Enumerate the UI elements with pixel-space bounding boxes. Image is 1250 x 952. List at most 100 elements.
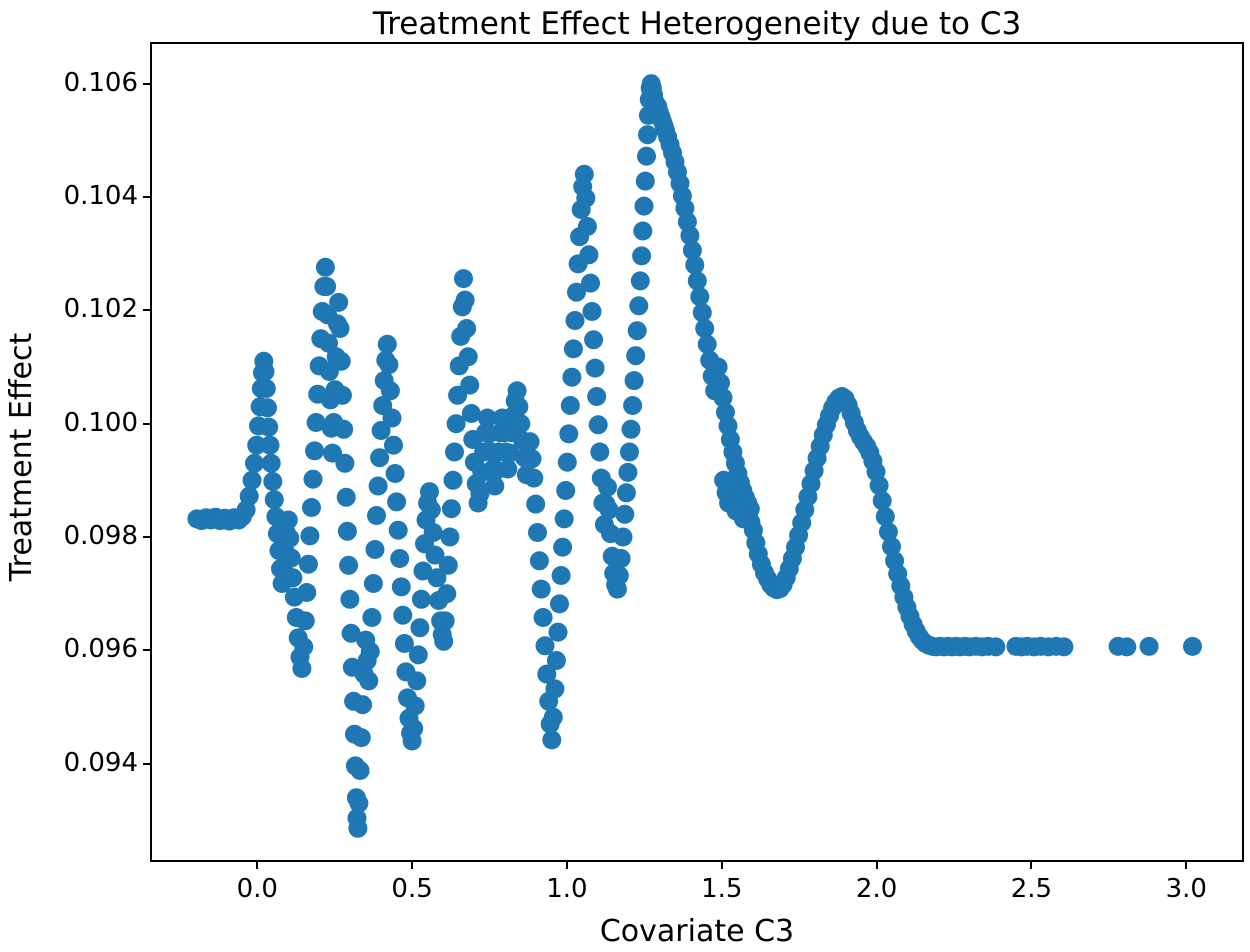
scatter-point xyxy=(388,520,408,540)
scatter-point xyxy=(687,271,707,291)
scatter-point xyxy=(682,240,702,260)
scatter-point xyxy=(882,537,901,557)
scatter-point xyxy=(460,375,480,395)
scatter-point xyxy=(292,659,312,678)
scatter-point xyxy=(362,608,382,627)
x-tick-mark xyxy=(875,860,878,869)
y-tick-mark xyxy=(143,82,152,85)
scatter-point xyxy=(708,357,728,377)
scatter-point xyxy=(281,548,301,568)
y-tick-label: 0.102 xyxy=(63,294,138,325)
scatter-point xyxy=(440,527,460,547)
scatter-point xyxy=(520,432,540,452)
y-tick-mark xyxy=(143,649,152,652)
scatter-point xyxy=(511,414,531,434)
scatter-point xyxy=(379,355,399,375)
scatter-point xyxy=(878,522,898,542)
scatter-point xyxy=(522,449,542,469)
scatter-point xyxy=(626,346,646,366)
scatter-point xyxy=(584,330,604,350)
scatter-point xyxy=(385,464,405,483)
scatter-point xyxy=(528,523,547,542)
x-tick-label: 0.5 xyxy=(391,874,433,904)
scatter-point xyxy=(330,319,350,338)
scatter-point xyxy=(582,302,602,321)
scatter-point xyxy=(535,636,555,656)
scatter-point xyxy=(360,642,380,661)
scatter-point xyxy=(256,379,276,398)
scatter-point xyxy=(565,311,585,330)
scatter-point xyxy=(618,462,638,482)
scatter-point xyxy=(872,491,892,511)
scatter-point xyxy=(567,282,586,302)
y-tick-mark xyxy=(143,309,152,312)
scatter-point xyxy=(446,414,466,434)
scatter-point xyxy=(420,482,439,502)
scatter-point xyxy=(629,296,649,316)
chart-title: Treatment Effect Heterogeneity due to C3 xyxy=(372,6,1022,42)
scatter-point xyxy=(630,271,650,291)
scatter-point xyxy=(461,404,481,423)
scatter-point xyxy=(557,452,577,472)
scatter-point xyxy=(365,540,385,559)
scatter-point xyxy=(621,419,641,439)
scatter-point xyxy=(554,509,574,529)
x-tick-label: 0.0 xyxy=(236,874,278,904)
y-tick-mark xyxy=(143,762,152,765)
x-tick-mark xyxy=(720,860,723,869)
scatter-point xyxy=(680,226,700,245)
scatter-point xyxy=(585,358,605,378)
plot-area xyxy=(150,42,1244,862)
scatter-point xyxy=(335,453,355,473)
scatter-point xyxy=(239,486,259,506)
scatter-point xyxy=(500,443,520,463)
scatter-point xyxy=(533,608,553,627)
scatter-point xyxy=(393,605,413,625)
scatter-point xyxy=(353,695,373,715)
scatter-point xyxy=(351,728,371,748)
scatter-point xyxy=(615,504,635,524)
scatter-point xyxy=(435,611,455,631)
scatter-point xyxy=(697,334,717,354)
scatter-point xyxy=(457,319,477,338)
scatter-point xyxy=(391,577,411,597)
scatter-point xyxy=(387,492,407,512)
scatter-point xyxy=(370,448,390,468)
scatter-point xyxy=(242,470,262,490)
scatter-point xyxy=(577,217,597,236)
scatter-point xyxy=(613,527,633,547)
scatter-point xyxy=(587,387,607,406)
x-tick-label: 2.5 xyxy=(1010,874,1053,904)
scatter-point xyxy=(332,385,352,405)
scatter-point xyxy=(437,584,457,604)
scatter-point xyxy=(692,303,712,323)
x-axis-label: Covariate C3 xyxy=(599,914,795,949)
scatter-point xyxy=(574,164,594,184)
scatter-point xyxy=(334,419,354,439)
scatter-point xyxy=(305,441,325,461)
scatter-point xyxy=(635,171,655,191)
scatter-point xyxy=(627,321,647,341)
scatter-point xyxy=(455,290,475,310)
scatter-point xyxy=(258,398,277,418)
scatter-point xyxy=(524,468,544,488)
scatter-point xyxy=(588,415,608,435)
y-tick-mark xyxy=(143,196,152,198)
scatter-point xyxy=(302,498,321,517)
scatter-point xyxy=(477,408,497,428)
scatter-point xyxy=(263,472,283,491)
y-tick-mark xyxy=(143,422,152,425)
scatter-point xyxy=(368,476,388,496)
scatter-point xyxy=(341,623,361,643)
x-tick-mark xyxy=(1185,860,1188,869)
scatter-point xyxy=(278,510,298,530)
scatter-point xyxy=(498,459,518,479)
scatter-point xyxy=(616,483,636,503)
scatter-point xyxy=(611,549,631,568)
scatter-point xyxy=(1117,637,1137,657)
scatter-point xyxy=(349,793,369,813)
scatter-point xyxy=(576,188,596,208)
scatter-point xyxy=(1183,636,1202,656)
scatter-point xyxy=(329,292,349,312)
scatter-point xyxy=(408,645,428,665)
